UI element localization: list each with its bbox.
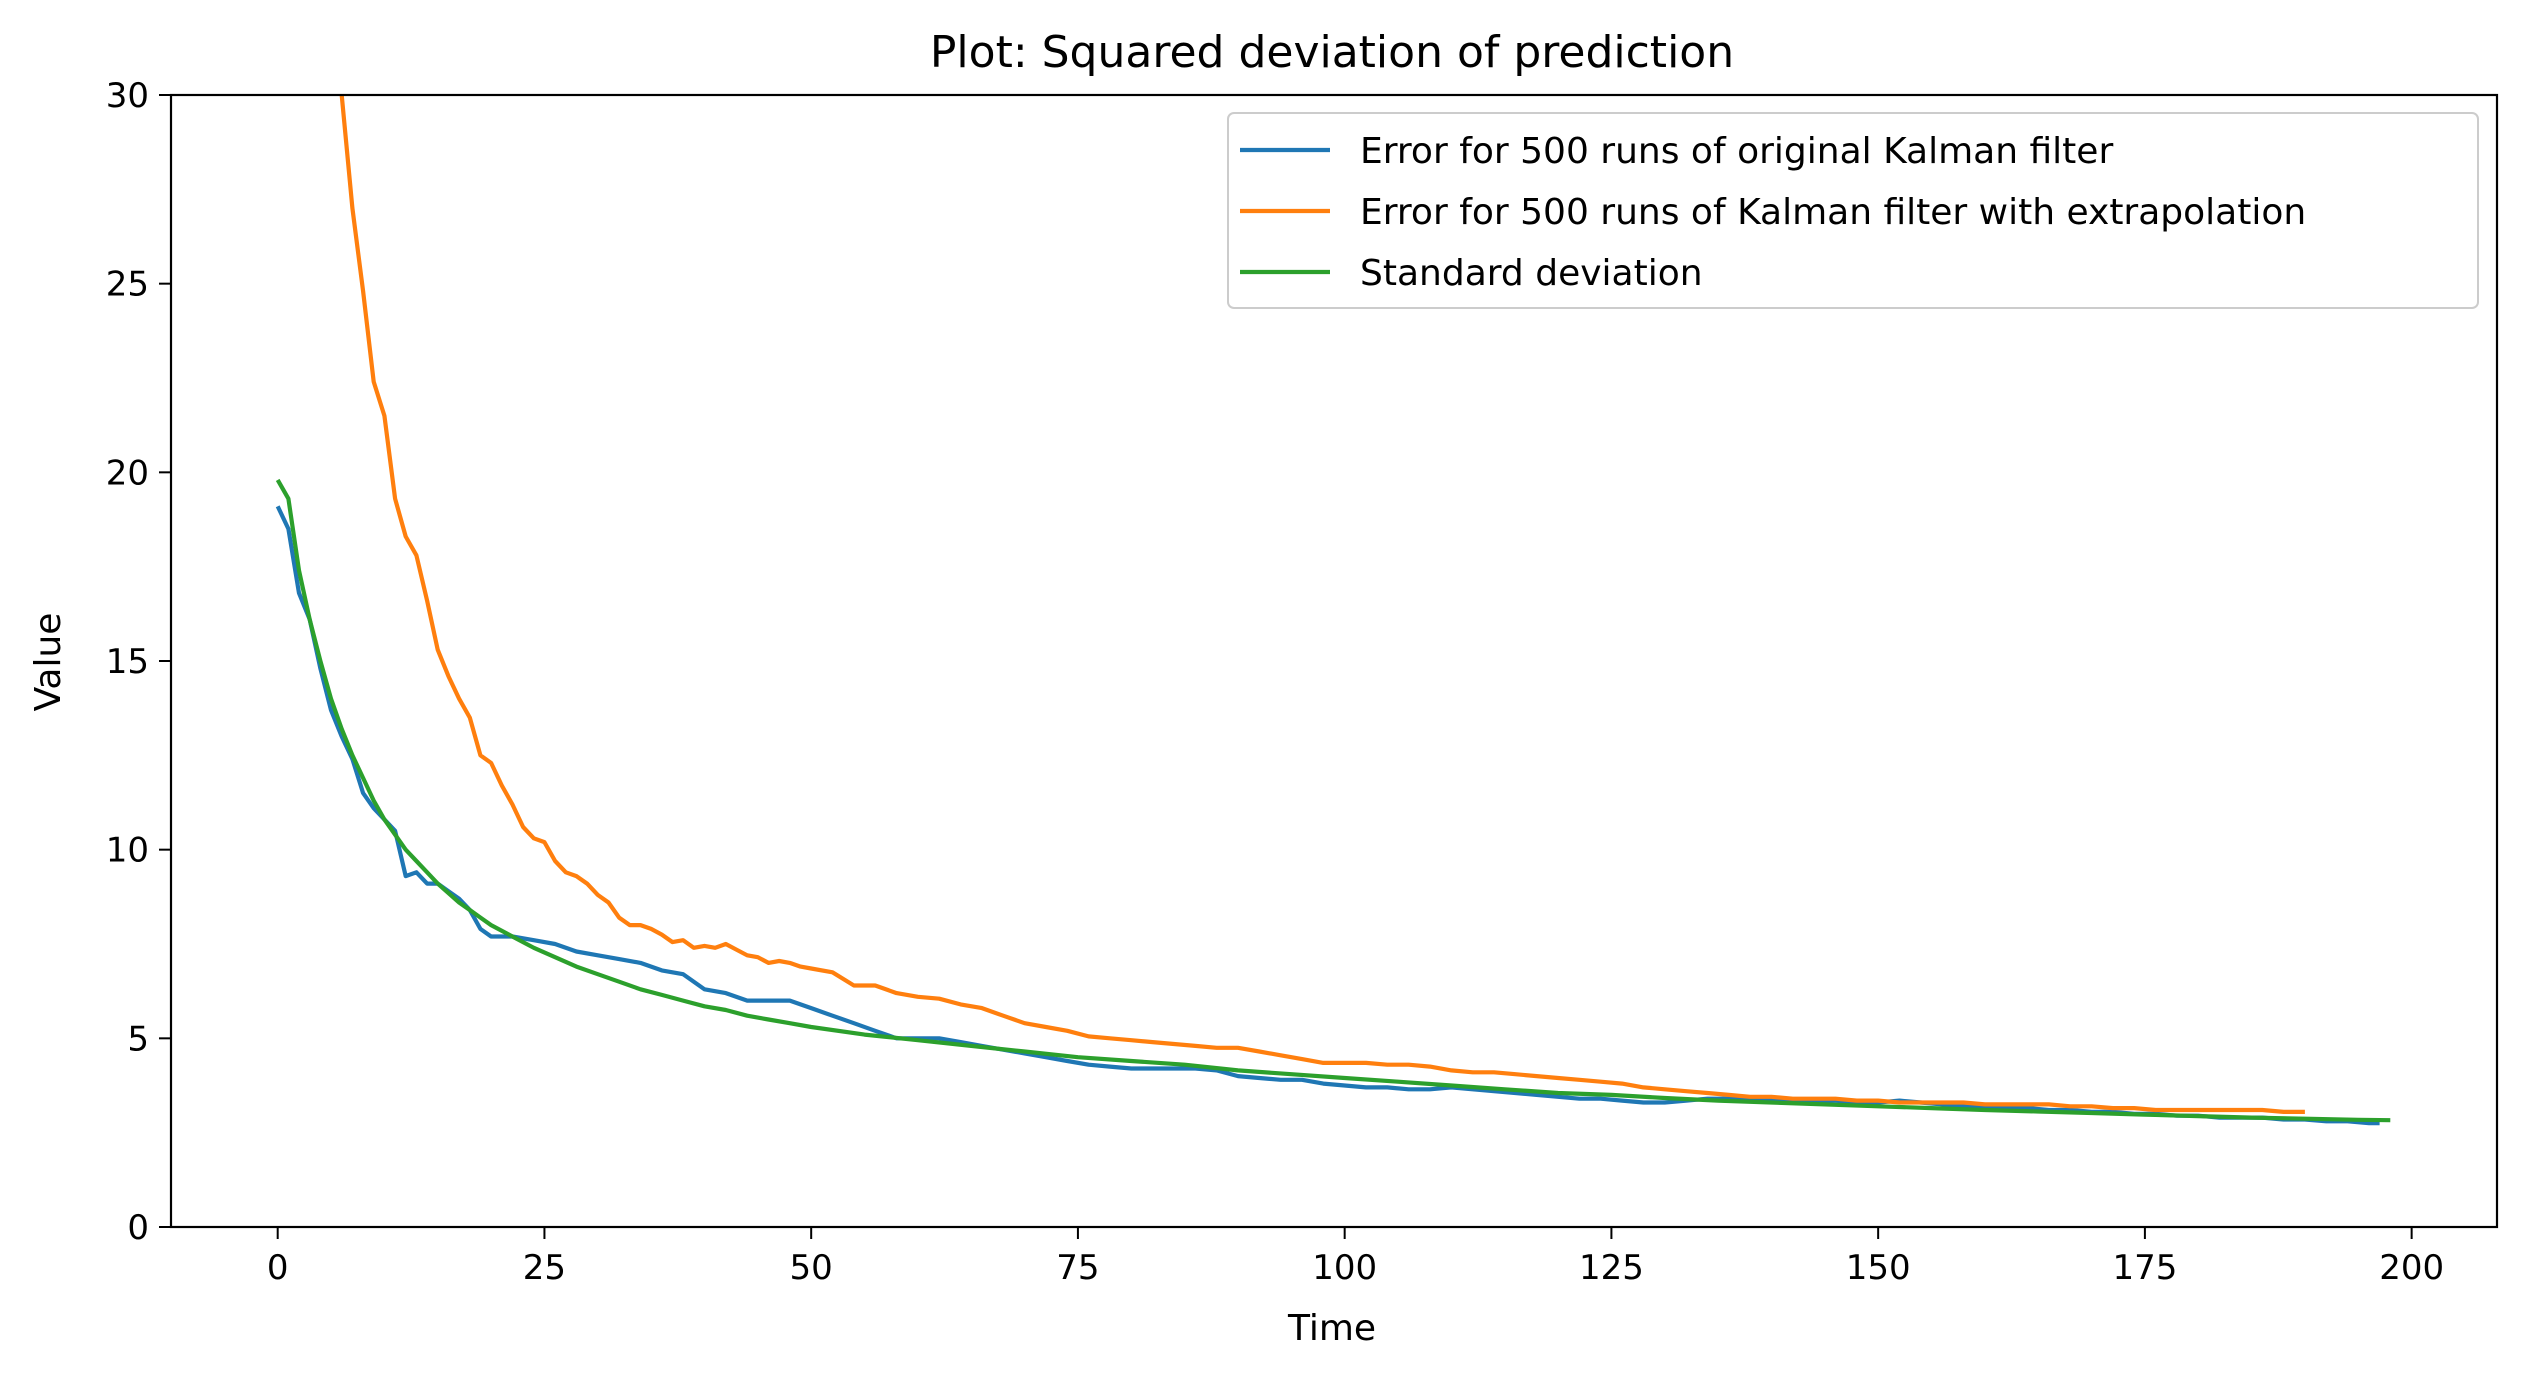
x-tick-label: 50 xyxy=(790,1248,833,1288)
x-tick-label: 125 xyxy=(1579,1248,1644,1288)
x-tick-label: 150 xyxy=(1846,1248,1911,1288)
y-tick-label: 20 xyxy=(106,453,149,493)
x-tick-label: 200 xyxy=(2379,1248,2444,1288)
x-tick-label: 0 xyxy=(267,1248,289,1288)
series-layer xyxy=(275,95,2391,1126)
chart-title: Plot: Squared deviation of prediction xyxy=(930,27,1734,78)
legend-items: Error for 500 runs of original Kalman fi… xyxy=(1240,131,2306,294)
x-axis-ticks: 0 25 50 75 100 125 150 175 200 xyxy=(267,1227,2444,1288)
x-tick-label: 75 xyxy=(1056,1248,1099,1288)
y-tick-label: 25 xyxy=(106,265,149,305)
legend-label-2: Error for 500 runs of Kalman filter with… xyxy=(1360,192,2306,233)
x-axis-label: Time xyxy=(1287,1308,1376,1349)
series-line-2 xyxy=(339,95,2305,1114)
series-line-1 xyxy=(275,505,2380,1126)
y-axis-label: Value xyxy=(28,613,69,712)
y-axis-ticks: 0 5 10 15 20 25 30 xyxy=(106,76,171,1248)
x-tick-label: 25 xyxy=(523,1248,566,1288)
legend-label-1: Error for 500 runs of original Kalman fi… xyxy=(1360,131,2113,172)
y-tick-label: 5 xyxy=(127,1019,149,1059)
legend-box xyxy=(1227,112,2479,309)
y-tick-label: 0 xyxy=(127,1208,149,1248)
x-tick-label: 175 xyxy=(2112,1248,2177,1288)
series-line-3 xyxy=(275,478,2391,1123)
legend: Error for 500 runs of original Kalman fi… xyxy=(1227,112,2479,309)
y-tick-label: 10 xyxy=(106,831,149,871)
x-tick-label: 100 xyxy=(1312,1248,1377,1288)
y-tick-label: 30 xyxy=(106,76,149,116)
y-tick-label: 15 xyxy=(106,642,149,682)
legend-label-3: Standard deviation xyxy=(1360,253,1703,294)
